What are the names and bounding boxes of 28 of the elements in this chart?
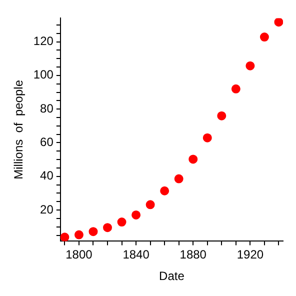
y-tick-label: 120 <box>33 34 54 48</box>
x-tick-label: 1880 <box>180 248 207 262</box>
x-tick-label: 1920 <box>236 248 264 262</box>
point <box>217 111 226 120</box>
point <box>260 32 269 42</box>
x-axis-title: Date <box>159 269 185 284</box>
point <box>74 230 84 240</box>
y-tick-label: 100 <box>33 68 54 82</box>
point <box>132 210 141 220</box>
point <box>88 227 98 236</box>
point <box>188 154 198 164</box>
point <box>103 223 112 232</box>
point <box>174 174 184 184</box>
point <box>146 200 155 210</box>
y-tick-label: 60 <box>40 135 54 150</box>
y-axis-title: Millions of people <box>12 80 26 180</box>
y-tick-label: 40 <box>40 168 54 183</box>
point <box>117 218 126 227</box>
point <box>202 133 212 142</box>
y-tick-label: 20 <box>40 202 54 216</box>
y-tick-label: 80 <box>40 101 54 116</box>
point <box>246 61 255 70</box>
point <box>274 18 283 27</box>
point <box>231 84 240 94</box>
x-tick-label: 1800 <box>66 248 93 262</box>
x-tick-label: 1840 <box>122 248 150 262</box>
point <box>60 232 70 242</box>
point <box>160 186 170 196</box>
